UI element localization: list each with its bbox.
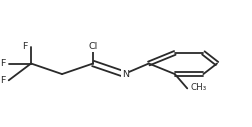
Text: CH₃: CH₃ <box>190 83 206 92</box>
Text: Cl: Cl <box>88 42 97 51</box>
Text: F: F <box>0 76 5 85</box>
Text: F: F <box>22 42 27 51</box>
Text: F: F <box>0 59 5 68</box>
Text: N: N <box>121 70 128 79</box>
